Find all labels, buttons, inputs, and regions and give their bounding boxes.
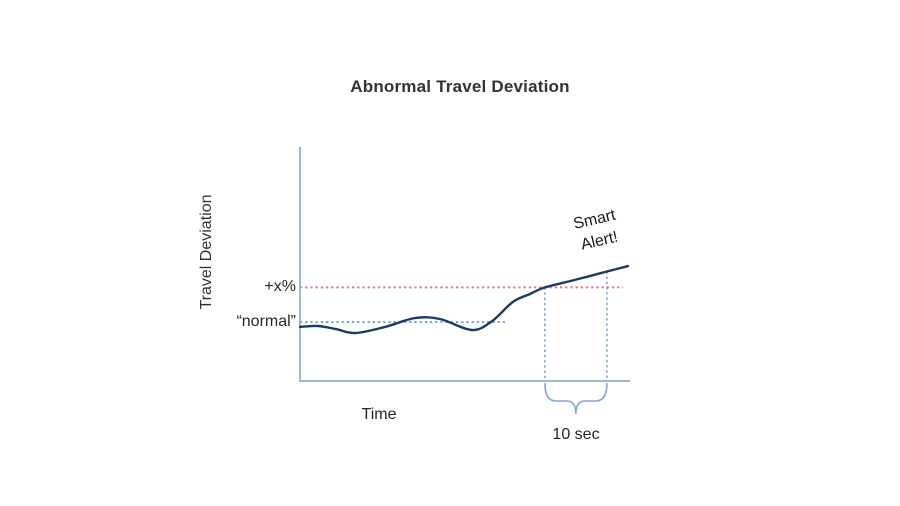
chart-title: Abnormal Travel Deviation (350, 77, 570, 96)
threshold-label: +x% (264, 278, 296, 295)
x-axis-label: Time (361, 406, 397, 423)
travel_deviation-curve (298, 264, 630, 335)
y-axis-label: Travel Deviation (198, 194, 215, 310)
normal-label: “normal” (236, 313, 296, 330)
interval-brace (544, 382, 608, 415)
interval-label: 10 sec (552, 426, 600, 443)
